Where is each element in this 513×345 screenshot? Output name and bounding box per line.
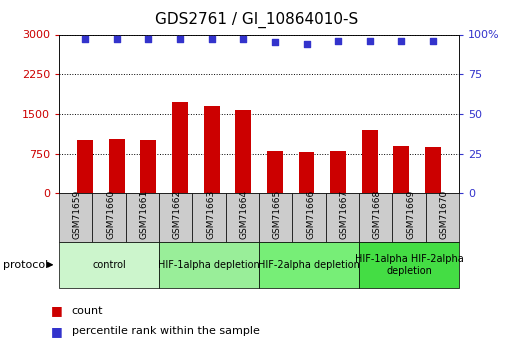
Point xyxy=(239,37,247,42)
Text: GSM71659: GSM71659 xyxy=(73,190,82,239)
Point xyxy=(334,38,342,43)
Bar xyxy=(109,139,125,193)
Text: GSM71662: GSM71662 xyxy=(173,190,182,239)
Bar xyxy=(425,147,441,193)
Bar xyxy=(362,130,378,193)
Text: ■: ■ xyxy=(51,304,63,317)
Bar xyxy=(235,110,251,193)
Text: GSM71669: GSM71669 xyxy=(406,190,416,239)
Bar xyxy=(77,140,93,193)
Text: percentile rank within the sample: percentile rank within the sample xyxy=(72,326,260,336)
Text: GSM71666: GSM71666 xyxy=(306,190,315,239)
Bar xyxy=(204,106,220,193)
Text: GSM71664: GSM71664 xyxy=(240,190,249,239)
Bar xyxy=(330,151,346,193)
Point xyxy=(366,38,374,43)
Text: GSM71663: GSM71663 xyxy=(206,190,215,239)
Point xyxy=(144,37,152,42)
Point xyxy=(271,40,279,45)
Point xyxy=(176,37,184,42)
Bar xyxy=(299,152,314,193)
Bar xyxy=(267,151,283,193)
Text: GSM71661: GSM71661 xyxy=(140,190,149,239)
Text: GSM71667: GSM71667 xyxy=(340,190,349,239)
Text: HIF-1alpha depletion: HIF-1alpha depletion xyxy=(158,260,260,270)
Text: protocol: protocol xyxy=(3,260,48,270)
Bar xyxy=(141,140,156,193)
Text: GSM71668: GSM71668 xyxy=(373,190,382,239)
Text: control: control xyxy=(92,260,126,270)
Point xyxy=(81,37,89,42)
Point xyxy=(429,38,437,43)
Point xyxy=(113,37,121,42)
Text: GSM71665: GSM71665 xyxy=(273,190,282,239)
Text: ■: ■ xyxy=(51,325,63,338)
Text: count: count xyxy=(72,306,103,315)
Text: GSM71670: GSM71670 xyxy=(440,190,449,239)
Text: GSM71660: GSM71660 xyxy=(106,190,115,239)
Text: HIF-1alpha HIF-2alpha
depletion: HIF-1alpha HIF-2alpha depletion xyxy=(355,254,463,276)
Point xyxy=(397,38,405,43)
Bar xyxy=(172,102,188,193)
Text: GDS2761 / GI_10864010-S: GDS2761 / GI_10864010-S xyxy=(155,12,358,28)
Point xyxy=(208,37,216,42)
Point xyxy=(302,41,310,47)
Bar xyxy=(393,146,409,193)
Text: HIF-2alpha depletion: HIF-2alpha depletion xyxy=(258,260,360,270)
